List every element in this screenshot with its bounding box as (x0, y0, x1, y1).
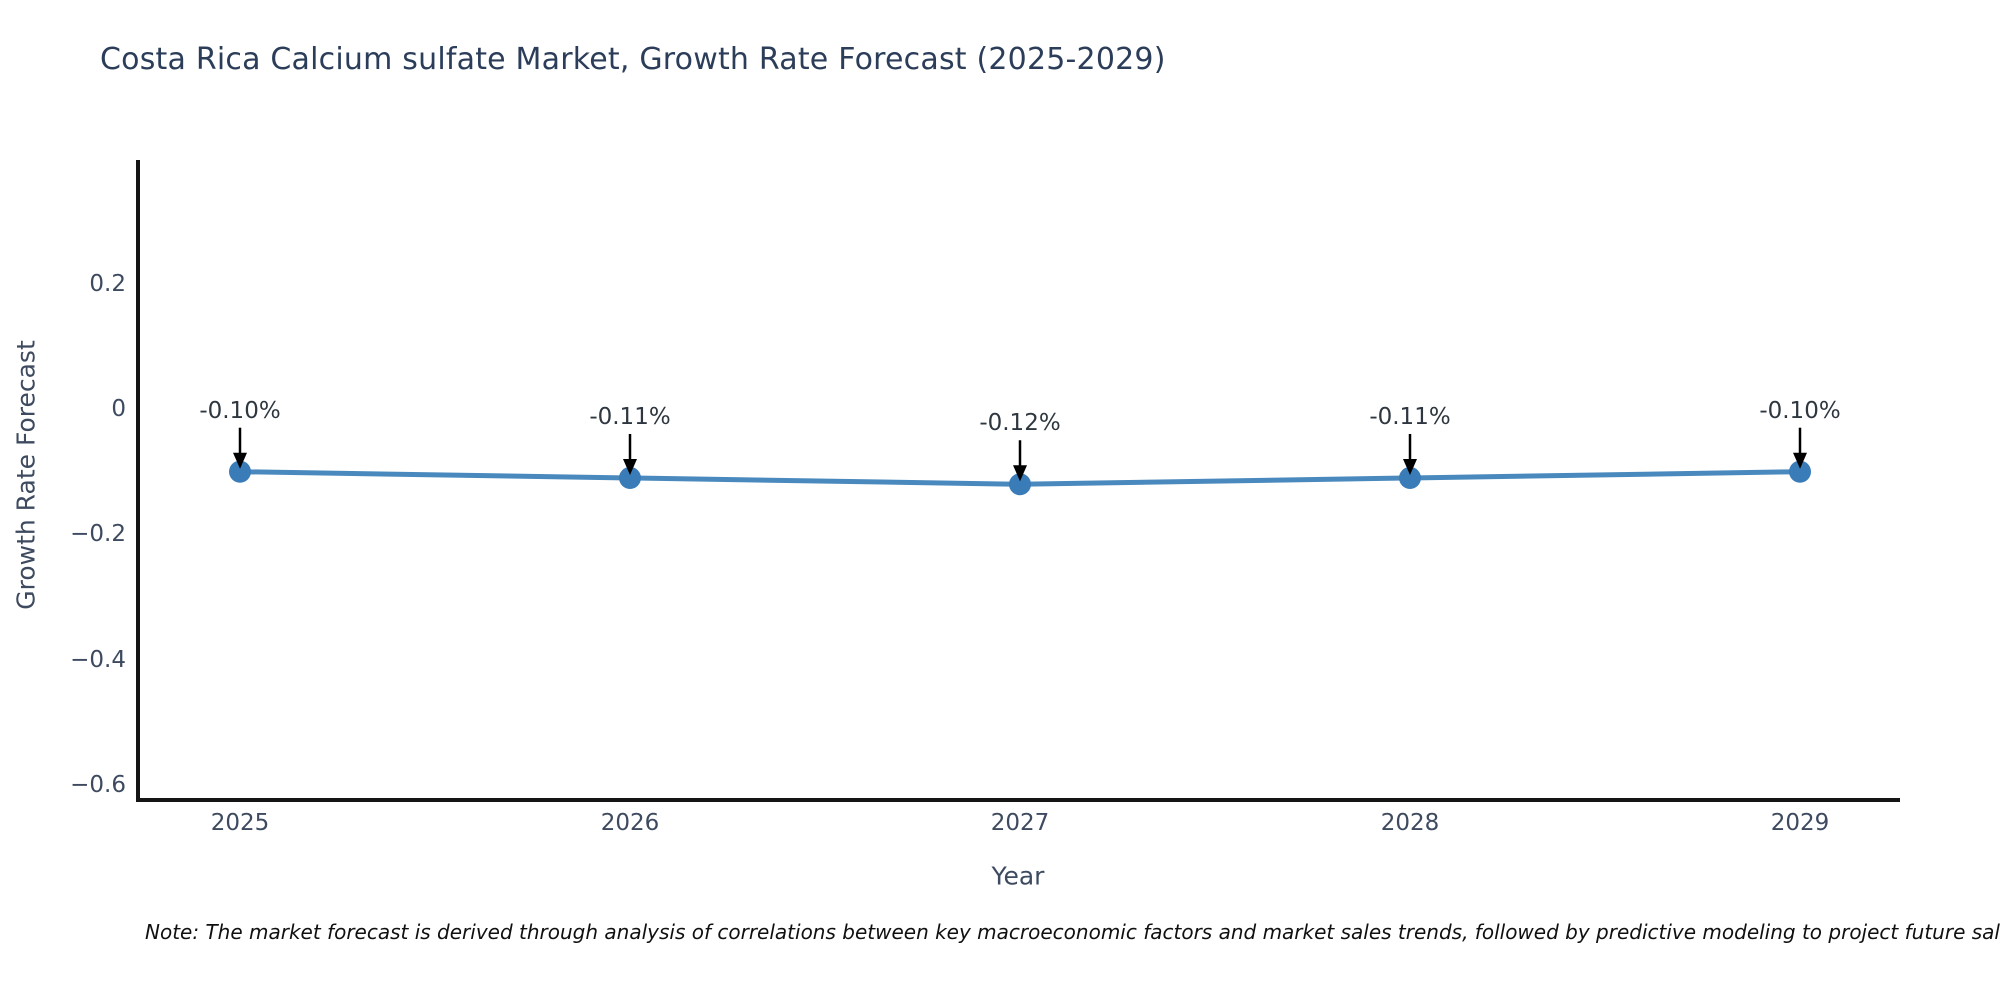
x-tick-label: 2029 (1770, 810, 1830, 836)
point-annotation: -0.11% (589, 403, 671, 430)
data-point-marker (229, 460, 251, 483)
point-annotation: -0.11% (1369, 403, 1451, 430)
data-point-marker (619, 466, 641, 489)
point-annotation: -0.12% (979, 410, 1061, 437)
x-tick-label: 2027 (990, 810, 1050, 836)
y-tick-label: −0.4 (70, 646, 126, 673)
annotation-arrow-head (1013, 465, 1027, 482)
annotation-arrow-head (233, 452, 247, 469)
x-tick-label: 2028 (1380, 810, 1440, 836)
chart-footnote: Note: The market forecast is derived thr… (145, 920, 2000, 944)
data-point-marker (1009, 473, 1031, 496)
point-annotation: -0.10% (1759, 397, 1841, 424)
y-tick-label: −0.2 (70, 521, 126, 548)
chart-title: Costa Rica Calcium sulfate Market, Growt… (100, 42, 1166, 77)
y-tick-label: −0.6 (70, 772, 126, 799)
y-tick-label: 0.2 (89, 270, 126, 297)
annotation-arrow-head (623, 458, 637, 475)
y-tick-label: 0 (111, 396, 126, 422)
x-tick-label: 2026 (600, 810, 660, 836)
data-point-marker (1789, 460, 1811, 483)
data-point-marker (1399, 466, 1421, 489)
x-axis-title: Year (991, 861, 1045, 891)
y-axis-title: Growth Rate Forecast (11, 340, 41, 610)
annotation-arrow-head (1403, 458, 1417, 475)
point-annotation: -0.10% (199, 397, 281, 424)
x-tick-label: 2025 (210, 810, 270, 836)
annotation-arrow-head (1793, 452, 1807, 469)
